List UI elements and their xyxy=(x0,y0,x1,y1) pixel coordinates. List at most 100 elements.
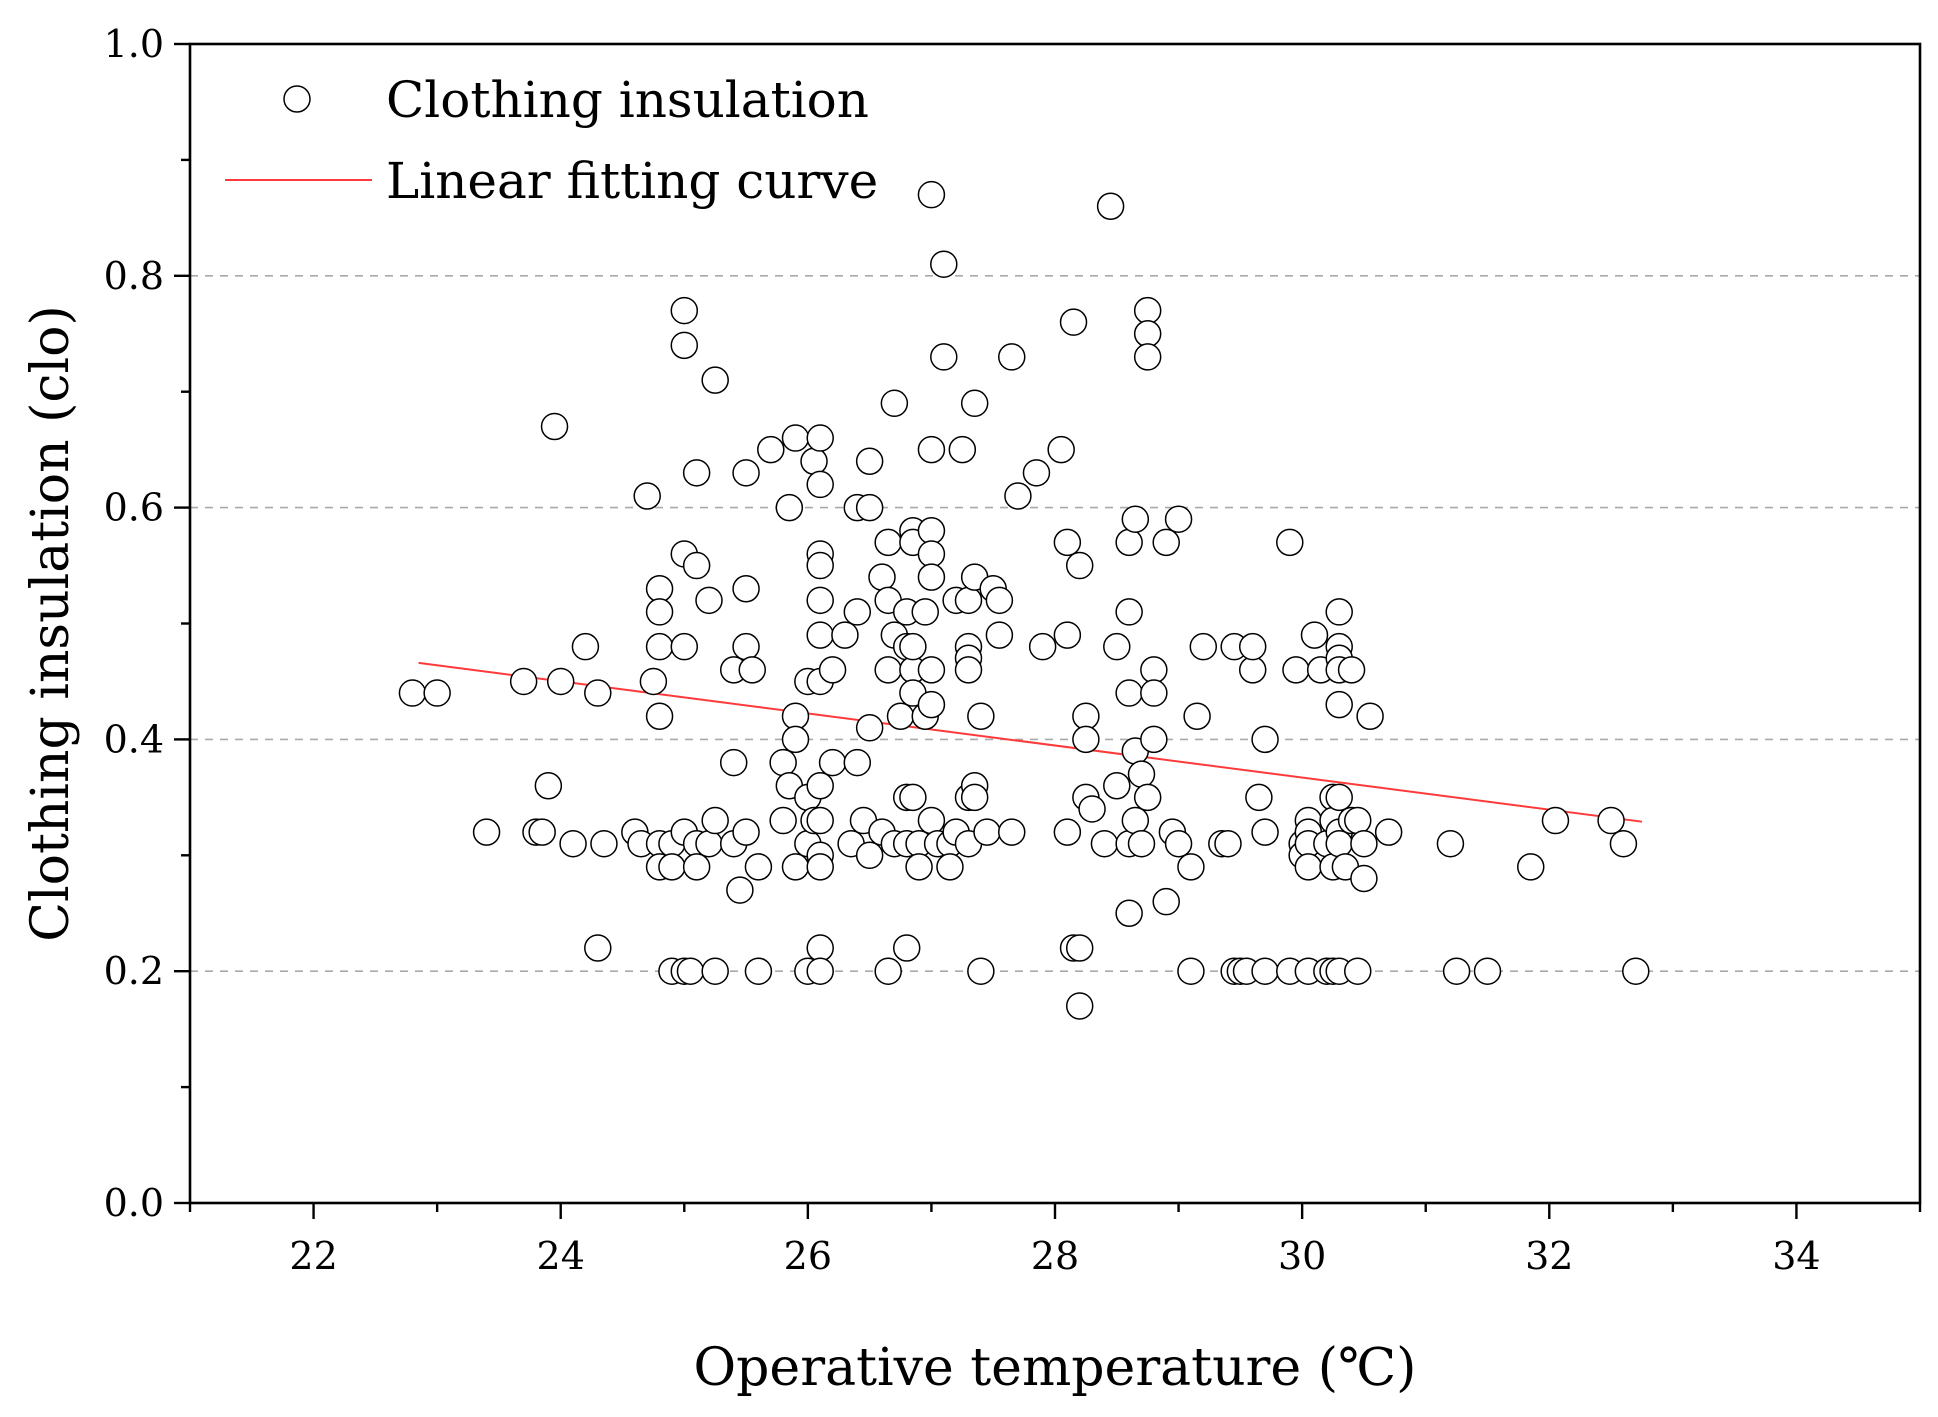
data-point xyxy=(1325,690,1353,719)
data-point xyxy=(744,853,773,881)
data-point xyxy=(985,586,1014,615)
data-point xyxy=(1053,528,1082,557)
data-point xyxy=(1115,598,1143,626)
data-point xyxy=(917,435,946,464)
legend-marker-circle xyxy=(283,85,311,113)
data-point xyxy=(670,331,699,360)
data-point xyxy=(528,818,556,846)
data-point xyxy=(917,563,946,591)
data-point xyxy=(1053,621,1082,649)
data-point xyxy=(682,459,711,487)
data-point xyxy=(781,424,810,452)
data-point xyxy=(917,690,946,719)
data-point xyxy=(1065,551,1094,580)
data-point xyxy=(1350,829,1378,858)
data-point xyxy=(509,667,538,696)
data-point xyxy=(398,679,427,707)
data-point xyxy=(998,818,1026,846)
data-point xyxy=(1597,806,1625,835)
data-point xyxy=(843,748,872,777)
data-point xyxy=(1473,957,1502,985)
data-point xyxy=(645,702,674,730)
data-point xyxy=(899,783,927,812)
data-point xyxy=(806,772,834,800)
data-point xyxy=(905,853,933,881)
data-point xyxy=(1047,435,1075,464)
data-point xyxy=(1065,992,1094,1020)
data-point xyxy=(806,957,834,985)
data-point xyxy=(1152,528,1180,557)
data-point xyxy=(818,656,847,684)
data-point xyxy=(732,459,760,487)
scatter-points xyxy=(398,180,1650,1020)
data-point xyxy=(682,853,711,881)
data-point xyxy=(973,818,1001,846)
data-point xyxy=(719,748,748,777)
data-point xyxy=(936,853,964,881)
data-point xyxy=(1344,957,1372,985)
data-point xyxy=(998,343,1026,371)
data-point xyxy=(892,934,921,962)
data-point xyxy=(633,482,661,510)
data-point xyxy=(1053,818,1082,846)
data-point xyxy=(1028,632,1057,661)
data-point xyxy=(806,424,834,452)
data-point xyxy=(701,366,729,394)
y-axis-title: Clothing insulation (clo) xyxy=(21,305,81,941)
data-point xyxy=(423,679,451,707)
data-point xyxy=(1282,656,1310,684)
data-point xyxy=(1251,818,1279,846)
data-point xyxy=(1133,783,1162,812)
data-point xyxy=(954,656,983,684)
data-point xyxy=(1238,632,1267,661)
data-point xyxy=(1059,308,1088,336)
data-point xyxy=(1350,864,1378,893)
data-point xyxy=(1103,632,1131,661)
data-point xyxy=(1140,679,1168,707)
data-point xyxy=(1189,632,1218,661)
data-point xyxy=(645,632,674,661)
data-point xyxy=(695,829,723,858)
data-point xyxy=(855,447,884,475)
data-point xyxy=(1121,505,1150,533)
data-point xyxy=(1140,725,1168,754)
legend-label-clothing-insulation: Clothing insulation xyxy=(386,71,869,129)
data-point xyxy=(695,586,723,615)
data-point xyxy=(1609,829,1638,858)
x-tick-label: 28 xyxy=(1031,1234,1079,1278)
data-point xyxy=(868,563,896,591)
data-point xyxy=(917,540,946,568)
data-point xyxy=(584,679,612,707)
data-point xyxy=(806,551,834,580)
data-point xyxy=(1133,343,1162,371)
y-tick-label: 1.0 xyxy=(104,22,164,66)
data-point xyxy=(590,829,618,858)
data-point xyxy=(1374,818,1403,846)
data-point xyxy=(645,574,674,603)
data-point xyxy=(948,435,977,464)
legend-label-linear-fitting-curve: Linear fitting curve xyxy=(386,152,878,210)
data-point xyxy=(930,343,958,371)
data-point xyxy=(682,551,711,580)
data-point xyxy=(1622,957,1650,985)
y-tick-label: 0.2 xyxy=(104,949,164,993)
data-point xyxy=(1072,725,1100,754)
data-point xyxy=(658,853,686,881)
data-point xyxy=(1072,702,1100,730)
legend: Clothing insulation Linear fitting curve xyxy=(225,71,878,210)
data-point xyxy=(571,632,600,661)
data-point xyxy=(1115,899,1143,927)
data-point xyxy=(744,957,773,985)
data-point xyxy=(930,250,958,278)
data-point xyxy=(1325,598,1353,626)
data-point xyxy=(1078,795,1106,823)
x-tick-label: 30 xyxy=(1278,1234,1326,1278)
data-point xyxy=(1164,505,1193,533)
data-point xyxy=(1177,853,1205,881)
data-point xyxy=(806,621,834,649)
data-point xyxy=(806,470,834,499)
data-point xyxy=(967,702,995,730)
data-point xyxy=(1245,783,1273,812)
data-point xyxy=(781,725,810,754)
data-point xyxy=(1344,806,1372,835)
